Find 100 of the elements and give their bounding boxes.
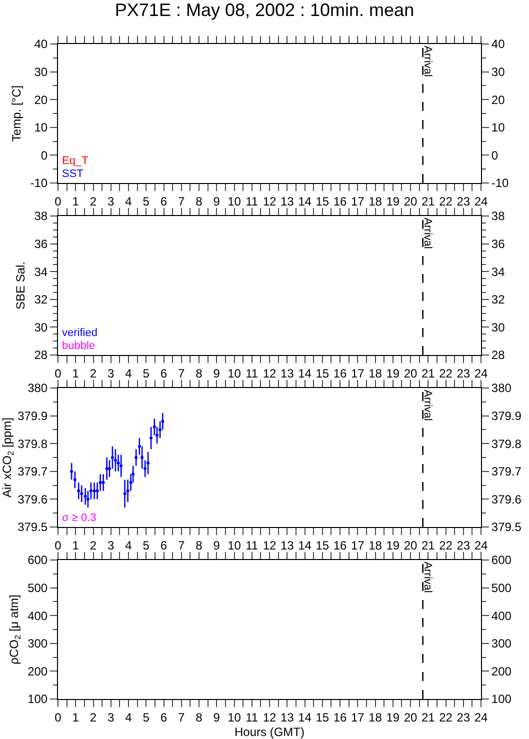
annotation: verified	[62, 327, 98, 339]
x-tick-label: 4	[125, 710, 132, 724]
x-tick-label: 11	[246, 194, 258, 208]
x-tick-label: 19	[386, 366, 400, 380]
x-tick-label: 21	[421, 538, 436, 552]
y-tick-label: 30	[34, 320, 48, 334]
y2-tick-label: 379.8	[491, 436, 522, 451]
x-tick-label: 22	[439, 366, 453, 380]
x-tick-label: 8	[196, 366, 203, 380]
x-tick-label: 3	[108, 194, 115, 208]
x-tick-label: 23	[456, 366, 470, 380]
y2-tick-label: 10	[491, 120, 506, 135]
x-tick-label: 8	[196, 538, 203, 552]
x-tick-label: 0	[54, 538, 62, 552]
x-tick-label: 10	[228, 538, 242, 552]
x-tick-label: 14	[298, 194, 312, 208]
y-axis-title: SBE Sal.	[14, 261, 28, 310]
x-tick-label: 14	[298, 710, 312, 724]
y2-tick-label: 600	[491, 553, 512, 568]
x-tick-label: 16	[333, 538, 347, 552]
y2-tick-label: -10	[491, 176, 510, 190]
x-tick-label: 13	[280, 366, 294, 380]
x-tick-label: 19	[386, 710, 400, 724]
y2-tick-label: 36	[491, 237, 506, 251]
x-tick-label: 10	[228, 366, 242, 380]
x-tick-label: 22	[439, 194, 453, 208]
x-tick-label: 9	[213, 194, 220, 208]
ref-line-label: Arrival	[421, 390, 434, 421]
x-tick-label: 0	[54, 194, 62, 208]
y-tick-label: 379.8	[18, 436, 48, 451]
y-tick-label: 379.5	[18, 520, 48, 534]
y2-tick-label: 400	[491, 608, 512, 623]
y-tick-label: -10	[30, 176, 48, 190]
y2-tick-label: 34	[491, 264, 506, 279]
x-tick-label: 2	[90, 194, 97, 208]
x-tick-label: 23	[456, 194, 470, 208]
y-tick-label: 0	[40, 148, 48, 162]
x-tick-label: 8	[196, 710, 203, 724]
x-tick-label: 6	[160, 538, 168, 552]
x-tick-label: 17	[350, 194, 365, 208]
x-tick-label: 2	[90, 366, 97, 380]
x-tick-label: 0	[54, 366, 62, 380]
x-tick-label: 22	[439, 538, 453, 552]
y2-tick-label: 38	[491, 209, 506, 224]
y2-tick-label: 32	[491, 292, 506, 307]
x-tick-label: 1	[72, 538, 80, 552]
y-tick-label: 600	[28, 553, 48, 568]
ref-line-label: Arrival	[421, 562, 434, 593]
x-tick-label: 7	[178, 538, 186, 552]
x-tick-label: 24	[474, 710, 488, 724]
y-tick-label: 379.9	[18, 409, 48, 423]
x-tick-label: 5	[142, 194, 150, 208]
y-tick-label: 32	[34, 292, 48, 307]
annotation: Eq_T	[62, 155, 89, 167]
x-tick-label: 16	[333, 194, 347, 208]
x-tick-label: 5	[142, 538, 150, 552]
x-tick-label: 7	[178, 366, 186, 380]
x-tick-label: 0	[54, 710, 62, 724]
x-tick-label: 9	[213, 538, 220, 552]
x-tick-label: 22	[439, 710, 453, 724]
y2-tick-label: 500	[491, 581, 512, 595]
x-tick-label: 12	[262, 366, 276, 380]
x-tick-label: 24	[474, 194, 488, 208]
y2-tick-label: 200	[491, 664, 512, 678]
x-tick-label: 21	[421, 194, 436, 208]
x-tick-label: 16	[333, 366, 347, 380]
x-tick-label: 6	[160, 194, 168, 208]
y2-tick-label: 40	[491, 37, 506, 52]
x-tick-label: 2	[90, 538, 97, 552]
y-tick-label: 200	[28, 664, 48, 678]
x-tick-label: 12	[262, 194, 276, 208]
x-tick-label: 14	[298, 538, 312, 552]
x-tick-label: 16	[333, 710, 347, 724]
annotation: σ ≥ 0.3	[62, 512, 96, 524]
x-tick-label: 17	[350, 710, 365, 724]
x-tick-label: 8	[196, 194, 203, 208]
y2-tick-label: 379.6	[491, 492, 522, 506]
x-tick-label: 10	[228, 194, 242, 208]
y-tick-label: 36	[34, 237, 48, 251]
y-tick-label: 38	[34, 209, 48, 224]
x-tick-label: 15	[316, 194, 330, 208]
y2-tick-label: 100	[491, 692, 512, 706]
x-tick-label: 9	[213, 710, 220, 724]
x-tick-label: 15	[316, 366, 330, 380]
x-tick-label: 19	[386, 538, 400, 552]
x-tick-label: 17	[350, 366, 365, 380]
ref-line-label: Arrival	[421, 218, 434, 249]
x-tick-label: 19	[386, 194, 400, 208]
y2-tick-label: 0	[491, 148, 498, 162]
annotation: bubble	[62, 340, 96, 352]
y-tick-label: 100	[28, 692, 48, 706]
x-tick-label: 24	[474, 366, 488, 380]
x-tick-label: 3	[108, 710, 115, 724]
x-tick-label: 15	[316, 710, 330, 724]
x-tick-label: 7	[178, 710, 186, 724]
x-tick-label: 11	[246, 366, 258, 380]
y-tick-label: 10	[34, 120, 48, 135]
x-tick-label: 14	[298, 366, 312, 380]
x-tick-label: 20	[404, 194, 418, 208]
x-tick-label: 6	[160, 710, 168, 724]
